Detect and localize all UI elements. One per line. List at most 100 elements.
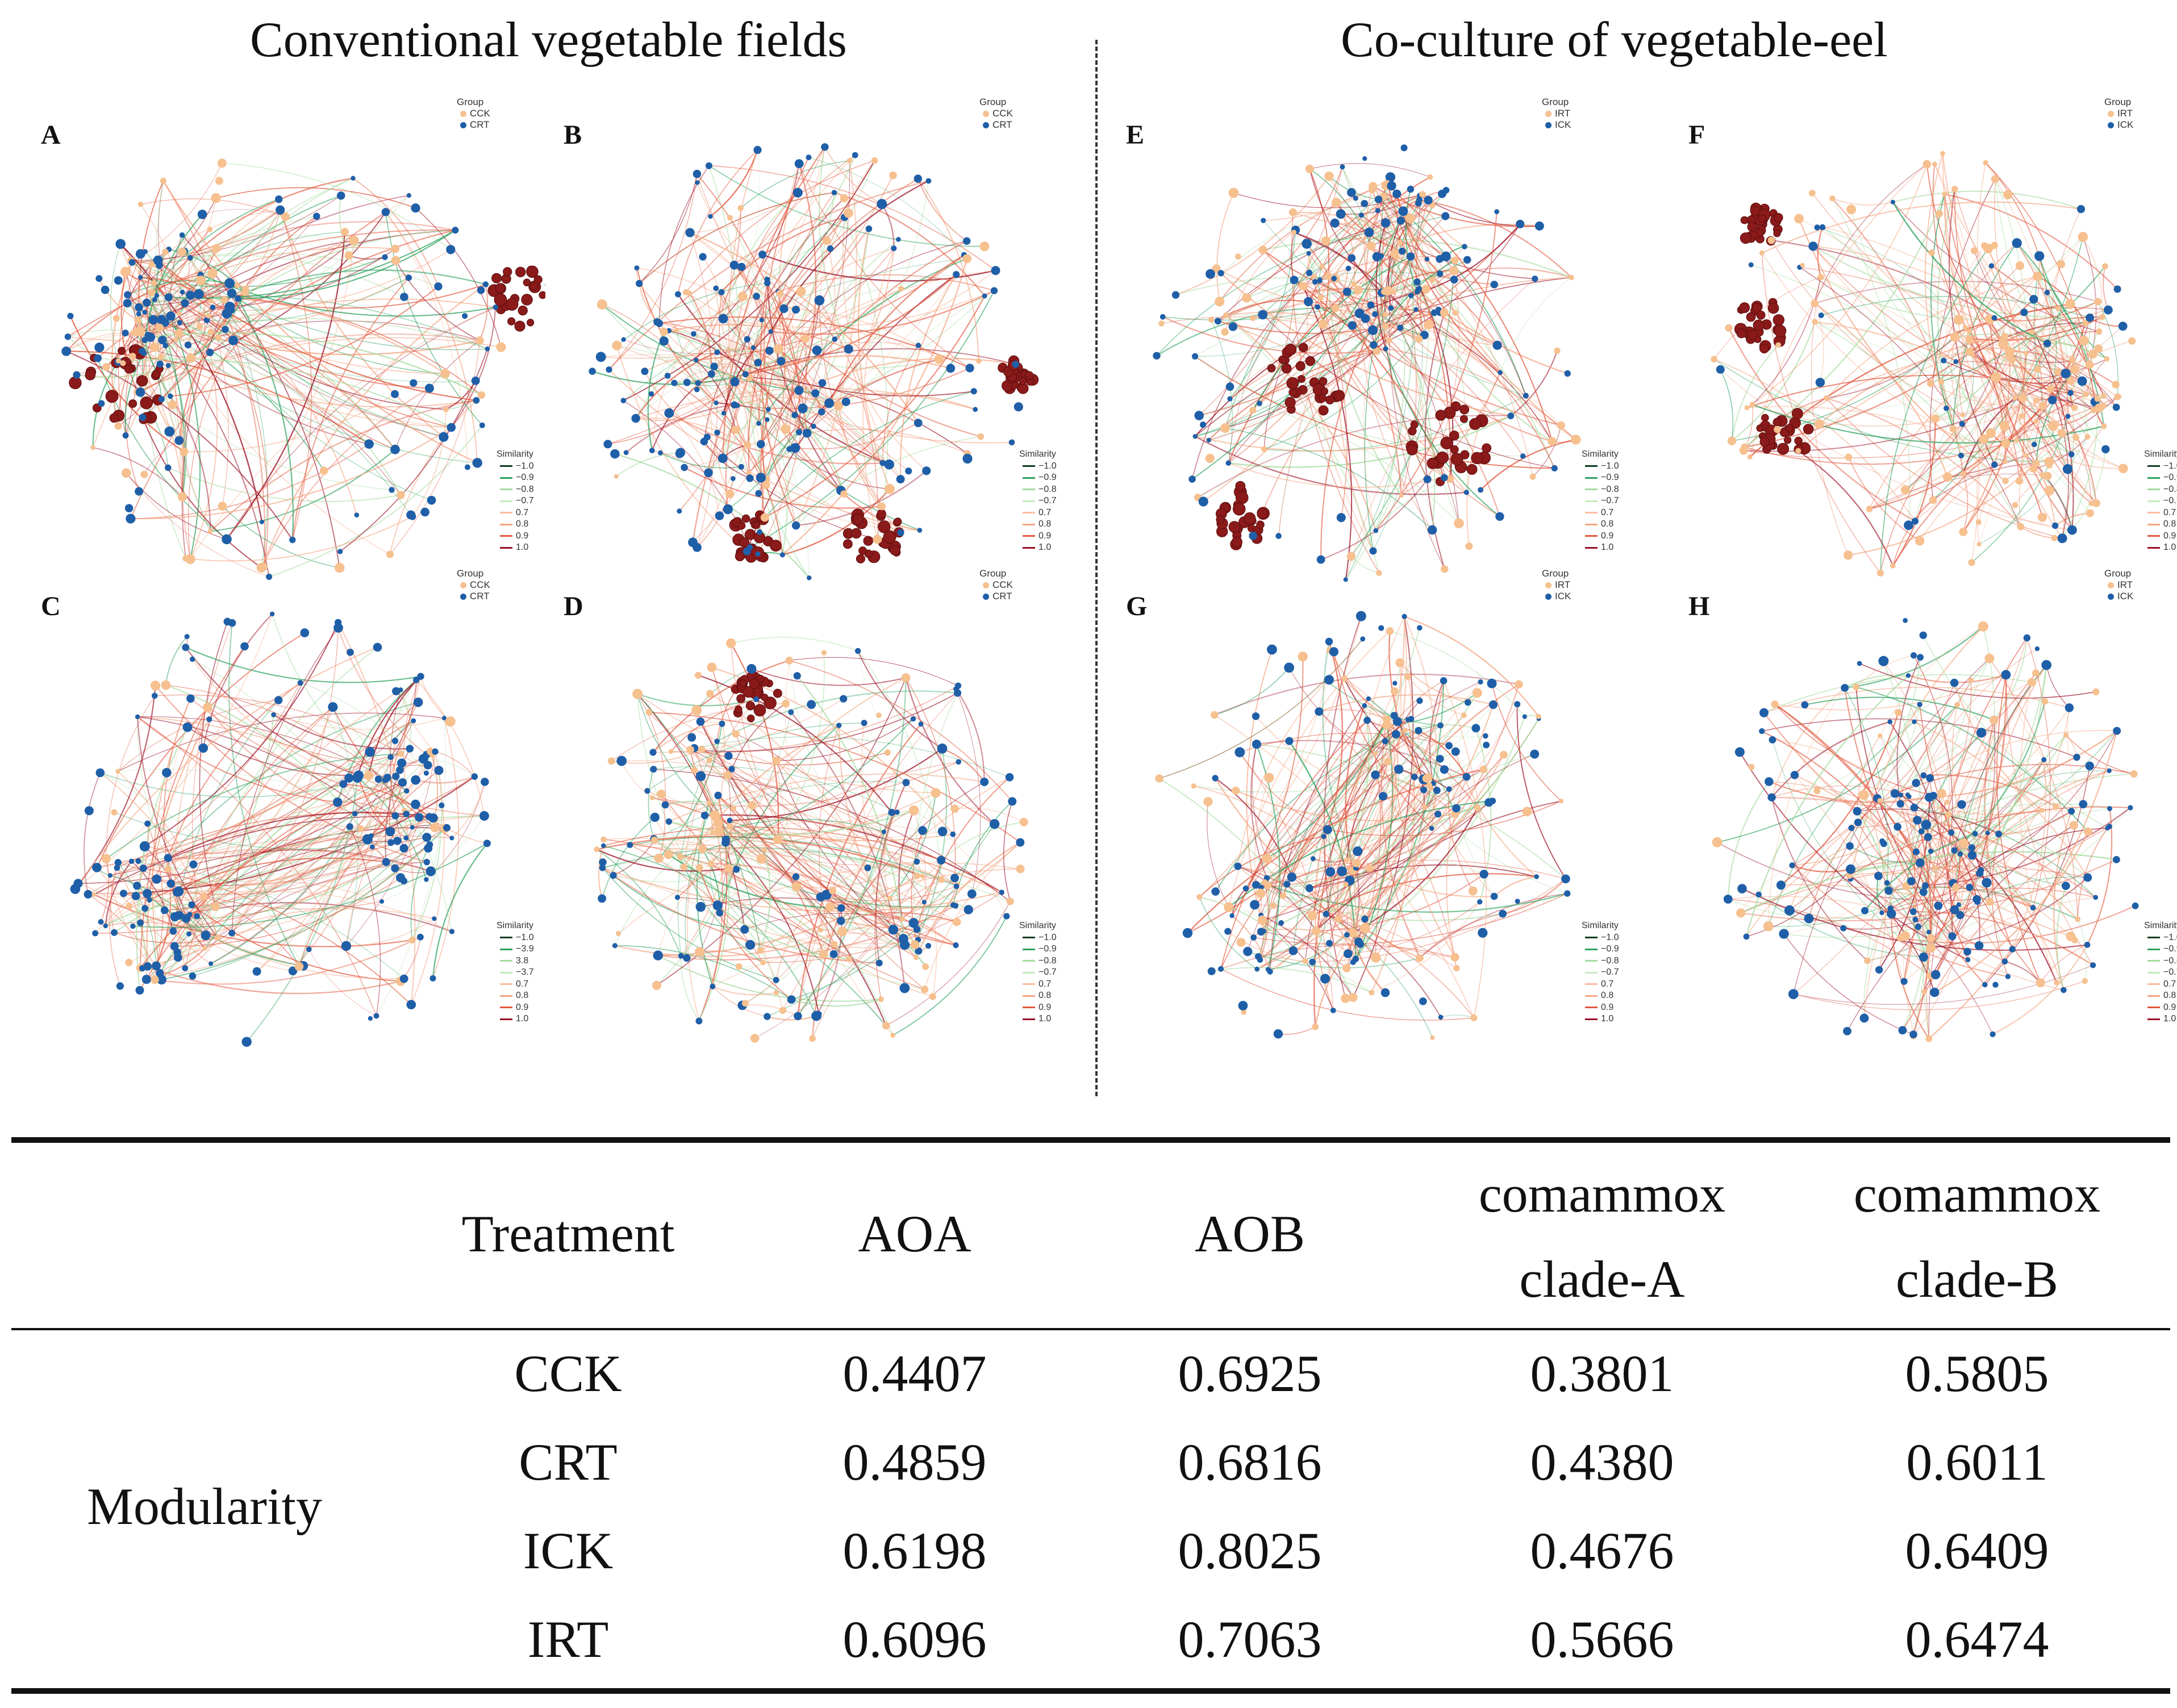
- network-node: [151, 680, 160, 690]
- network-node: [902, 673, 911, 682]
- cluster-node: [1285, 344, 1296, 356]
- network-node: [743, 371, 749, 377]
- group-legend-label: IRT: [2117, 108, 2133, 119]
- network-edge: [764, 157, 808, 410]
- cell-cck-aoa: 0.4407: [773, 1344, 1057, 1403]
- cluster-node: [1786, 424, 1793, 432]
- network-node: [1968, 851, 1977, 860]
- network-node: [189, 972, 197, 980]
- network-node: [1890, 563, 1896, 569]
- cluster-node: [140, 396, 153, 409]
- similarity-legend-item: 1.0: [500, 542, 534, 554]
- network-node: [1990, 1032, 1996, 1037]
- similarity-legend-title: Similarity: [1019, 449, 1057, 461]
- network-node: [1927, 934, 1936, 943]
- network-graph: [1693, 119, 2177, 608]
- similarity-legend-item: −0.8: [1585, 484, 1619, 496]
- network-edge: [639, 283, 659, 323]
- network-node: [1945, 811, 1952, 818]
- cell-crt-comb: 0.6011: [1807, 1433, 2147, 1492]
- network-node: [173, 337, 178, 342]
- network-node: [1224, 903, 1233, 912]
- network-node: [156, 361, 164, 368]
- legend-line-icon: [1023, 524, 1035, 525]
- network-node: [1227, 396, 1232, 402]
- network-node: [1930, 988, 1939, 997]
- network-edge: [98, 358, 227, 540]
- network-node: [161, 680, 171, 690]
- network-node: [206, 716, 212, 722]
- network-node: [967, 890, 977, 899]
- network-node: [1445, 742, 1453, 749]
- cluster-node: [883, 531, 896, 543]
- network-node: [683, 289, 689, 295]
- network-node: [1252, 881, 1260, 889]
- cluster-node: [852, 528, 861, 538]
- network-node: [1921, 772, 1927, 779]
- cluster-node: [85, 370, 95, 381]
- network-node: [1500, 751, 1508, 759]
- network-node: [1891, 789, 1899, 797]
- similarity-legend-item: 1.0: [1023, 542, 1057, 554]
- network-node: [748, 801, 757, 809]
- network-node: [990, 819, 999, 829]
- network-node: [918, 826, 927, 835]
- network-edge: [1400, 663, 1467, 703]
- cluster-node: [746, 701, 754, 710]
- legend-line-icon: [2147, 1007, 2160, 1008]
- network-node: [1424, 475, 1432, 483]
- network-node: [276, 206, 285, 215]
- cluster-node: [523, 279, 531, 286]
- network-node: [871, 157, 878, 164]
- cluster-node: [495, 283, 505, 293]
- legend-dot-icon: [1545, 594, 1552, 600]
- network-node: [206, 349, 214, 356]
- network-node: [1895, 709, 1902, 716]
- network-node: [1938, 379, 1945, 385]
- network-node: [483, 281, 489, 287]
- network-node: [1348, 321, 1357, 329]
- network-node: [852, 152, 858, 158]
- network-node: [2024, 634, 2030, 641]
- network-node: [816, 892, 825, 901]
- network-node: [1523, 715, 1527, 719]
- network-node: [1966, 884, 1974, 891]
- similarity-legend-label: 0.7: [1601, 507, 1613, 519]
- network-node: [411, 203, 420, 212]
- network-node: [1791, 771, 1799, 779]
- network-node: [382, 208, 390, 216]
- header-comammox-a-line2: clade-A: [1432, 1250, 1773, 1309]
- network-node: [1360, 636, 1365, 641]
- network-node: [1924, 833, 1932, 841]
- cluster-node: [1467, 464, 1477, 474]
- network-node: [1986, 830, 1990, 835]
- cluster-node: [118, 347, 126, 354]
- network-node: [979, 241, 989, 251]
- network-node: [188, 901, 195, 908]
- network-node: [1788, 989, 1799, 999]
- network-node: [1317, 556, 1325, 564]
- network-node: [2077, 205, 2085, 213]
- legend-line-icon: [1023, 949, 1035, 950]
- network-node: [400, 975, 408, 983]
- network-node: [2130, 770, 2138, 778]
- similarity-legend-label: −0.8: [516, 484, 534, 496]
- network-node: [1950, 425, 1957, 432]
- network-node: [1970, 352, 1975, 357]
- network-node: [1926, 774, 1934, 782]
- network-node: [1927, 379, 1934, 387]
- network-node: [403, 811, 410, 817]
- network-node: [391, 256, 400, 265]
- cluster-node: [864, 536, 873, 545]
- similarity-legend-label: 0.8: [1039, 990, 1051, 1002]
- network-node: [914, 859, 920, 865]
- legend-line-icon: [1585, 960, 1598, 962]
- cluster-node: [1450, 446, 1458, 454]
- network-node: [1215, 318, 1221, 324]
- legend-line-icon: [2147, 937, 2160, 938]
- network-node: [916, 343, 921, 348]
- network-graph: [1693, 591, 2177, 1079]
- network-node: [472, 377, 480, 385]
- similarity-legend-label: −0.8: [1039, 955, 1057, 967]
- network-node: [612, 943, 618, 948]
